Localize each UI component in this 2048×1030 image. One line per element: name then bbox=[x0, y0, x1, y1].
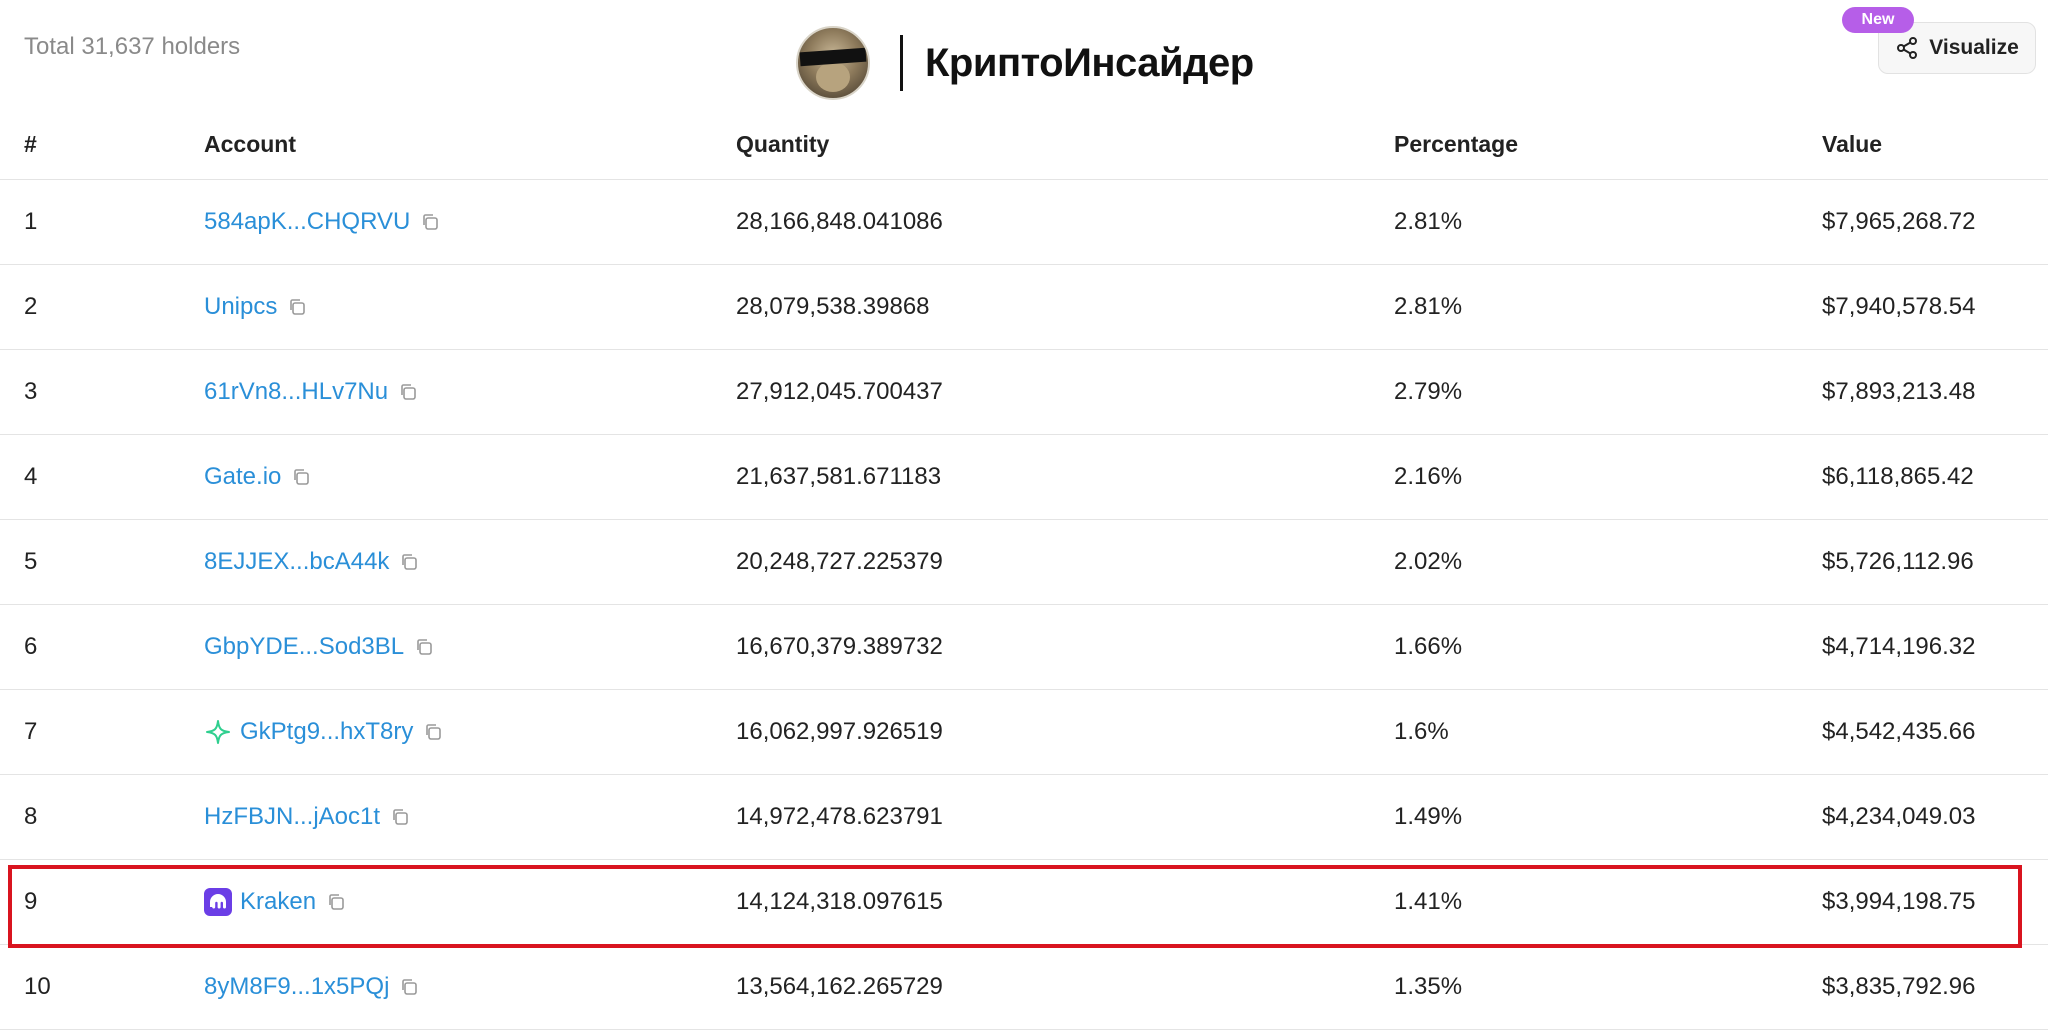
row-rank: 2 bbox=[24, 293, 38, 320]
table-row: 1 584apK...CHQRVU 28,166,848.041086 2.81% $7… bbox=[0, 180, 2048, 265]
table-row: 3 61rVn8...HLv7Nu 27,912,045.700437 2.79% $7… bbox=[0, 350, 2048, 435]
row-quantity: 16,062,997.926519 bbox=[736, 718, 943, 745]
total-holders: Total 31,637 holders bbox=[24, 33, 241, 60]
row-quantity: 28,079,538.39868 bbox=[736, 293, 930, 320]
row-percentage: 1.6% bbox=[1394, 718, 1449, 745]
row-quantity: 13,564,162.265729 bbox=[736, 973, 943, 1000]
brand-avatar-icon bbox=[796, 26, 870, 100]
account-link[interactable]: Kraken bbox=[240, 888, 317, 915]
row-quantity: 20,248,727.225379 bbox=[736, 548, 943, 575]
row-percentage: 2.16% bbox=[1394, 463, 1463, 490]
new-badge: New bbox=[1842, 7, 1914, 33]
account-link[interactable]: Unipcs bbox=[204, 293, 278, 320]
copy-icon[interactable] bbox=[399, 977, 419, 997]
row-percentage: 1.66% bbox=[1394, 633, 1463, 660]
row-account: GbpYDE...Sod3BL bbox=[204, 605, 434, 689]
brand-divider bbox=[900, 35, 903, 91]
row-rank: 9 bbox=[24, 888, 38, 915]
brand-watermark: КриптоИнсайдер bbox=[796, 24, 1254, 102]
copy-icon[interactable] bbox=[287, 297, 307, 317]
copy-icon[interactable] bbox=[423, 722, 443, 742]
row-percentage: 1.49% bbox=[1394, 803, 1463, 830]
kraken-logo-icon bbox=[204, 888, 232, 916]
row-value: $3,994,198.75 bbox=[1822, 888, 1976, 915]
column-header-rank: # bbox=[24, 131, 37, 157]
copy-icon[interactable] bbox=[291, 467, 311, 487]
row-value: $7,940,578.54 bbox=[1822, 293, 1976, 320]
row-quantity: 28,166,848.041086 bbox=[736, 208, 943, 235]
row-percentage: 2.02% bbox=[1394, 548, 1463, 575]
table-row: 8 HzFBJN...jAoc1t 14,972,478.623791 1.49% $4… bbox=[0, 775, 2048, 860]
brand-name: КриптоИнсайдер bbox=[925, 40, 1254, 85]
row-quantity: 14,972,478.623791 bbox=[736, 803, 943, 830]
share-icon bbox=[1895, 36, 1919, 60]
copy-icon[interactable] bbox=[398, 382, 418, 402]
table-row: 9 Kraken 14,124,318.097615 1.41% $3,994,198.… bbox=[0, 860, 2048, 945]
copy-icon[interactable] bbox=[399, 552, 419, 572]
row-account: HzFBJN...jAoc1t bbox=[204, 775, 410, 859]
account-link[interactable]: 8EJJEX...bcA44k bbox=[204, 548, 390, 575]
row-percentage: 2.81% bbox=[1394, 293, 1463, 320]
row-rank: 4 bbox=[24, 463, 38, 490]
row-account: Unipcs bbox=[204, 265, 307, 349]
row-value: $4,542,435.66 bbox=[1822, 718, 1976, 745]
row-account: 8yM8F9...1x5PQj bbox=[204, 945, 419, 1029]
table-row: 7 GkPtg9...hxT8ry 16,062,997.926519 1.6% $4,… bbox=[0, 690, 2048, 775]
table-row: 6 GbpYDE...Sod3BL 16,670,379.389732 1.66% $4… bbox=[0, 605, 2048, 690]
table-row: 4 Gate.io 21,637,581.671183 2.16% $6,118,865… bbox=[0, 435, 2048, 520]
column-header-account: Account bbox=[204, 131, 296, 157]
row-percentage: 1.41% bbox=[1394, 888, 1463, 915]
row-quantity: 14,124,318.097615 bbox=[736, 888, 943, 915]
row-quantity: 21,637,581.671183 bbox=[736, 463, 942, 490]
row-value: $6,118,865.42 bbox=[1822, 463, 1974, 490]
row-percentage: 1.35% bbox=[1394, 973, 1463, 1000]
account-link[interactable]: Gate.io bbox=[204, 463, 282, 490]
top-bar: Total 31,637 holders КриптоИнсайдер Visu… bbox=[0, 0, 2048, 110]
row-account: Gate.io bbox=[204, 435, 311, 519]
row-account: 584apK...CHQRVU bbox=[204, 180, 440, 264]
row-value: $4,234,049.03 bbox=[1822, 803, 1976, 830]
copy-icon[interactable] bbox=[414, 637, 434, 657]
account-link[interactable]: HzFBJN...jAoc1t bbox=[204, 803, 381, 830]
row-account: GkPtg9...hxT8ry bbox=[204, 690, 443, 774]
row-rank: 5 bbox=[24, 548, 38, 575]
row-value: $5,726,112.96 bbox=[1822, 548, 1974, 575]
visualize-label: Visualize bbox=[1929, 36, 2019, 59]
row-percentage: 2.81% bbox=[1394, 208, 1463, 235]
row-rank: 8 bbox=[24, 803, 38, 830]
row-rank: 7 bbox=[24, 718, 38, 745]
row-value: $7,893,213.48 bbox=[1822, 378, 1976, 405]
row-rank: 6 bbox=[24, 633, 38, 660]
sparkle-icon bbox=[204, 718, 232, 746]
account-link[interactable]: GkPtg9...hxT8ry bbox=[240, 718, 414, 745]
account-link[interactable]: 61rVn8...HLv7Nu bbox=[204, 378, 389, 405]
row-rank: 1 bbox=[24, 208, 38, 235]
table-row: 5 8EJJEX...bcA44k 20,248,727.225379 2.02% $5… bbox=[0, 520, 2048, 605]
row-rank: 10 bbox=[24, 973, 51, 1000]
row-quantity: 16,670,379.389732 bbox=[736, 633, 943, 660]
copy-icon[interactable] bbox=[326, 892, 346, 912]
copy-icon[interactable] bbox=[420, 212, 440, 232]
row-value: $4,714,196.32 bbox=[1822, 633, 1976, 660]
account-link[interactable]: 584apK...CHQRVU bbox=[204, 208, 411, 235]
row-account: 8EJJEX...bcA44k bbox=[204, 520, 419, 604]
row-account: 61rVn8...HLv7Nu bbox=[204, 350, 418, 434]
table-header: # Account Quantity Percentage Value bbox=[0, 110, 2048, 180]
row-rank: 3 bbox=[24, 378, 38, 405]
table-row: 2 Unipcs 28,079,538.39868 2.81% $7,940,578.5… bbox=[0, 265, 2048, 350]
row-account: Kraken bbox=[204, 860, 346, 944]
row-value: $7,965,268.72 bbox=[1822, 208, 1976, 235]
row-quantity: 27,912,045.700437 bbox=[736, 378, 943, 405]
row-percentage: 2.79% bbox=[1394, 378, 1463, 405]
table-row: 10 8yM8F9...1x5PQj 13,564,162.265729 1.35% $… bbox=[0, 945, 2048, 1030]
column-header-value: Value bbox=[1822, 131, 1883, 157]
copy-icon[interactable] bbox=[390, 807, 410, 827]
account-link[interactable]: 8yM8F9...1x5PQj bbox=[204, 973, 390, 1000]
account-link[interactable]: GbpYDE...Sod3BL bbox=[204, 633, 405, 660]
column-header-percentage: Percentage bbox=[1394, 131, 1519, 157]
column-header-quantity: Quantity bbox=[736, 131, 830, 157]
row-value: $3,835,792.96 bbox=[1822, 973, 1976, 1000]
